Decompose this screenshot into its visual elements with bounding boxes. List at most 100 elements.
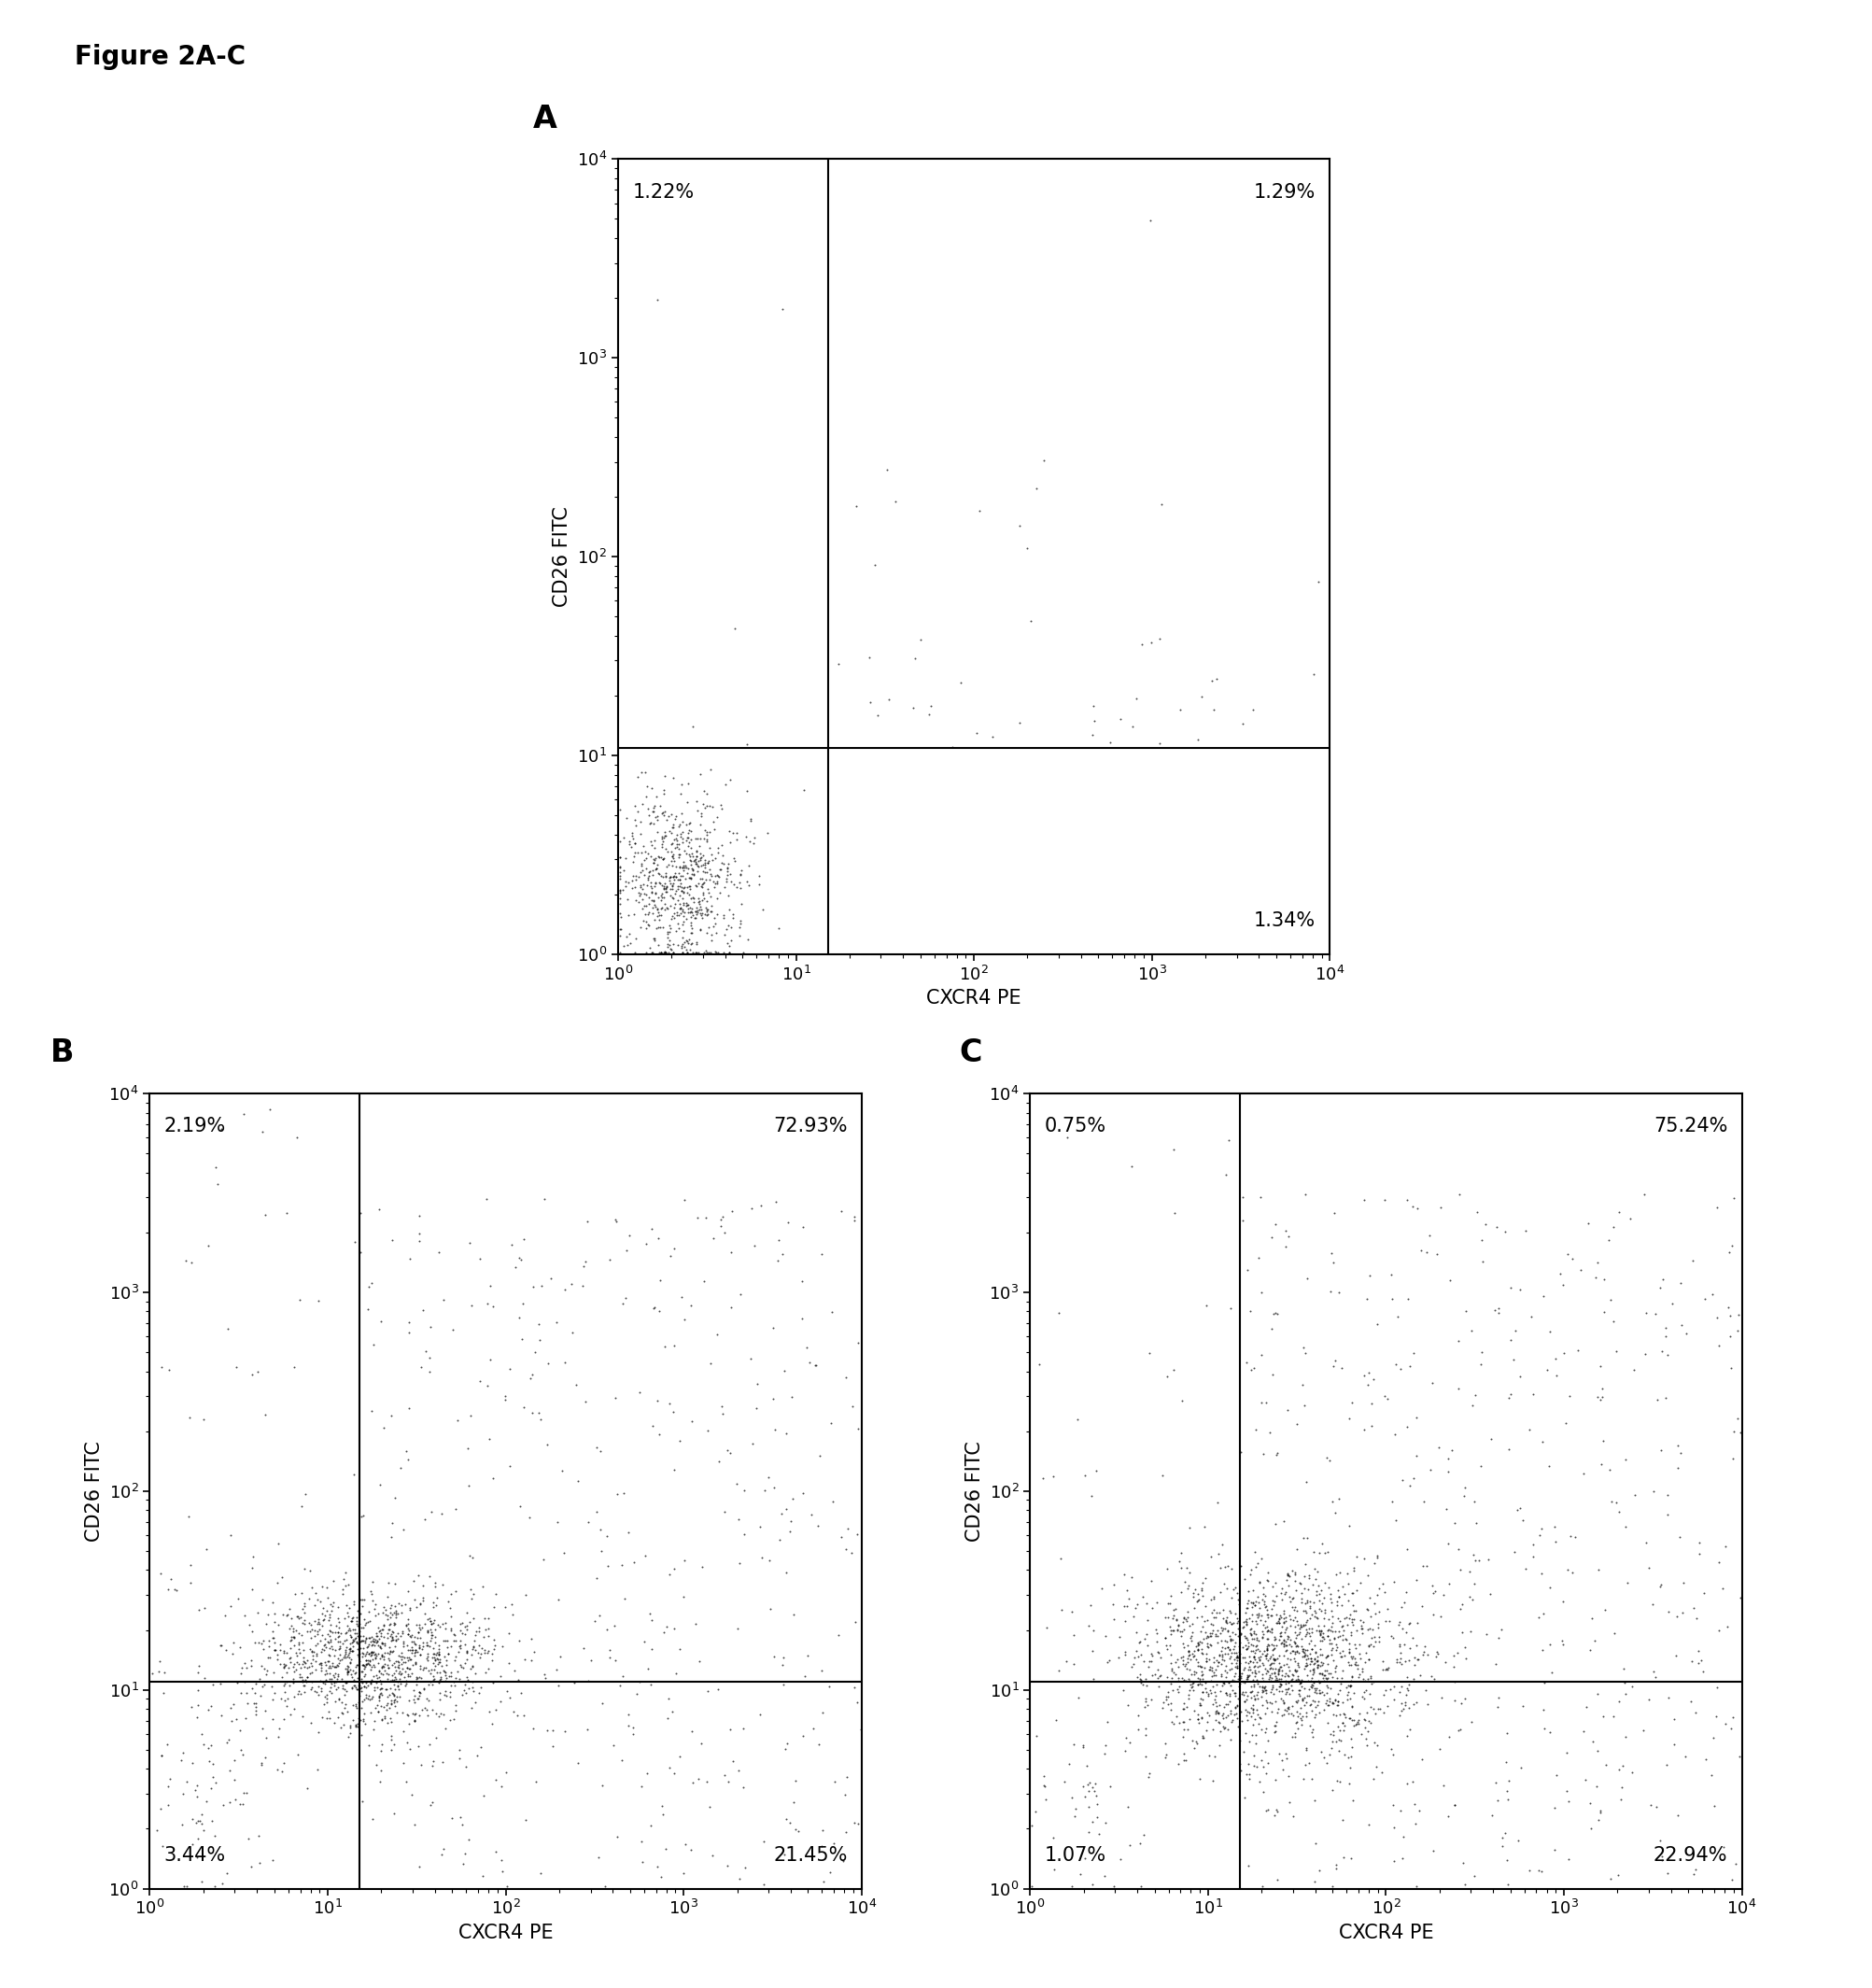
Point bbox=[702, 865, 732, 897]
Point bbox=[382, 1666, 412, 1698]
Point bbox=[376, 1602, 406, 1634]
Point bbox=[700, 843, 730, 875]
Point bbox=[1363, 1608, 1393, 1640]
Point bbox=[1269, 1614, 1299, 1646]
Point bbox=[350, 1624, 380, 1656]
Point bbox=[640, 924, 670, 956]
Point bbox=[1194, 1620, 1224, 1652]
Point bbox=[464, 1678, 494, 1710]
Point bbox=[472, 1636, 502, 1668]
Point bbox=[1170, 1567, 1200, 1598]
Point bbox=[1245, 1650, 1275, 1682]
Point bbox=[365, 1614, 395, 1646]
Point bbox=[1228, 1666, 1258, 1698]
Point bbox=[709, 767, 739, 799]
Point bbox=[374, 1652, 404, 1684]
Point bbox=[431, 1662, 461, 1694]
Point bbox=[794, 1346, 824, 1378]
Point bbox=[758, 1471, 788, 1503]
Point bbox=[1318, 1350, 1348, 1382]
Point bbox=[1290, 1650, 1320, 1682]
Point bbox=[296, 1672, 326, 1704]
Point bbox=[1131, 1686, 1161, 1718]
Point bbox=[1239, 1749, 1269, 1781]
Point bbox=[1470, 1618, 1499, 1650]
Point bbox=[1322, 1586, 1352, 1618]
Point bbox=[696, 895, 726, 926]
Point bbox=[440, 1618, 470, 1650]
Point bbox=[1417, 1571, 1447, 1602]
Point bbox=[348, 1648, 378, 1680]
Point bbox=[1134, 205, 1164, 237]
Point bbox=[1292, 1616, 1322, 1648]
Point bbox=[389, 1513, 419, 1545]
Point bbox=[728, 1771, 758, 1803]
Point bbox=[301, 1646, 331, 1678]
Point bbox=[294, 1606, 324, 1638]
Point bbox=[494, 1682, 524, 1714]
Point bbox=[1080, 1767, 1110, 1799]
Point bbox=[346, 1656, 376, 1688]
Point bbox=[1239, 1720, 1269, 1751]
Point bbox=[721, 871, 751, 903]
Point bbox=[1245, 1765, 1275, 1797]
Point bbox=[1303, 1650, 1333, 1682]
Point bbox=[668, 851, 698, 883]
Point bbox=[567, 1632, 597, 1664]
Point bbox=[1187, 1573, 1217, 1604]
Point bbox=[417, 1608, 447, 1640]
Point bbox=[255, 1624, 285, 1656]
Point bbox=[1466, 1336, 1496, 1368]
Point bbox=[625, 849, 655, 881]
Point bbox=[1056, 1781, 1086, 1813]
Point bbox=[698, 903, 728, 934]
Point bbox=[1207, 1644, 1237, 1676]
Point bbox=[1651, 1479, 1681, 1511]
Point bbox=[1316, 1578, 1346, 1610]
Point bbox=[243, 1626, 273, 1658]
Point bbox=[1295, 1632, 1325, 1664]
Point bbox=[608, 1660, 638, 1692]
Point bbox=[384, 1680, 414, 1712]
Point bbox=[1333, 1584, 1363, 1616]
Point bbox=[301, 1618, 331, 1650]
Point bbox=[1211, 1632, 1241, 1664]
Point bbox=[674, 934, 704, 966]
Point bbox=[1490, 1817, 1520, 1849]
Point bbox=[406, 1352, 436, 1384]
Point bbox=[1290, 1732, 1320, 1763]
Point bbox=[644, 936, 674, 968]
Point bbox=[1312, 1571, 1342, 1602]
Point bbox=[369, 1648, 399, 1680]
Point bbox=[719, 843, 749, 875]
Point bbox=[346, 1612, 376, 1644]
Point bbox=[657, 849, 687, 881]
Point bbox=[1250, 1676, 1280, 1708]
Point bbox=[404, 1660, 434, 1692]
Point bbox=[1587, 1264, 1617, 1296]
Point bbox=[872, 453, 902, 485]
Point bbox=[1314, 1582, 1344, 1614]
Point bbox=[708, 1398, 738, 1429]
Point bbox=[447, 1606, 477, 1638]
Point bbox=[1342, 1648, 1372, 1680]
Point bbox=[352, 1622, 382, 1654]
Point bbox=[650, 871, 680, 903]
Point bbox=[412, 1628, 442, 1660]
Point bbox=[1337, 1576, 1367, 1608]
Point bbox=[378, 1686, 408, 1718]
Point bbox=[423, 1638, 453, 1670]
Point bbox=[401, 1668, 431, 1700]
Point bbox=[683, 1646, 713, 1678]
Point bbox=[517, 1398, 547, 1429]
Point bbox=[1333, 1646, 1363, 1678]
Point bbox=[651, 851, 681, 883]
Point bbox=[1163, 1652, 1192, 1684]
Text: Figure 2A-C: Figure 2A-C bbox=[75, 44, 245, 70]
Point bbox=[1404, 1795, 1434, 1827]
Point bbox=[1252, 1598, 1282, 1630]
Point bbox=[1265, 1670, 1295, 1702]
Point bbox=[1378, 1670, 1408, 1702]
Point bbox=[642, 805, 672, 837]
Point bbox=[556, 1268, 586, 1300]
